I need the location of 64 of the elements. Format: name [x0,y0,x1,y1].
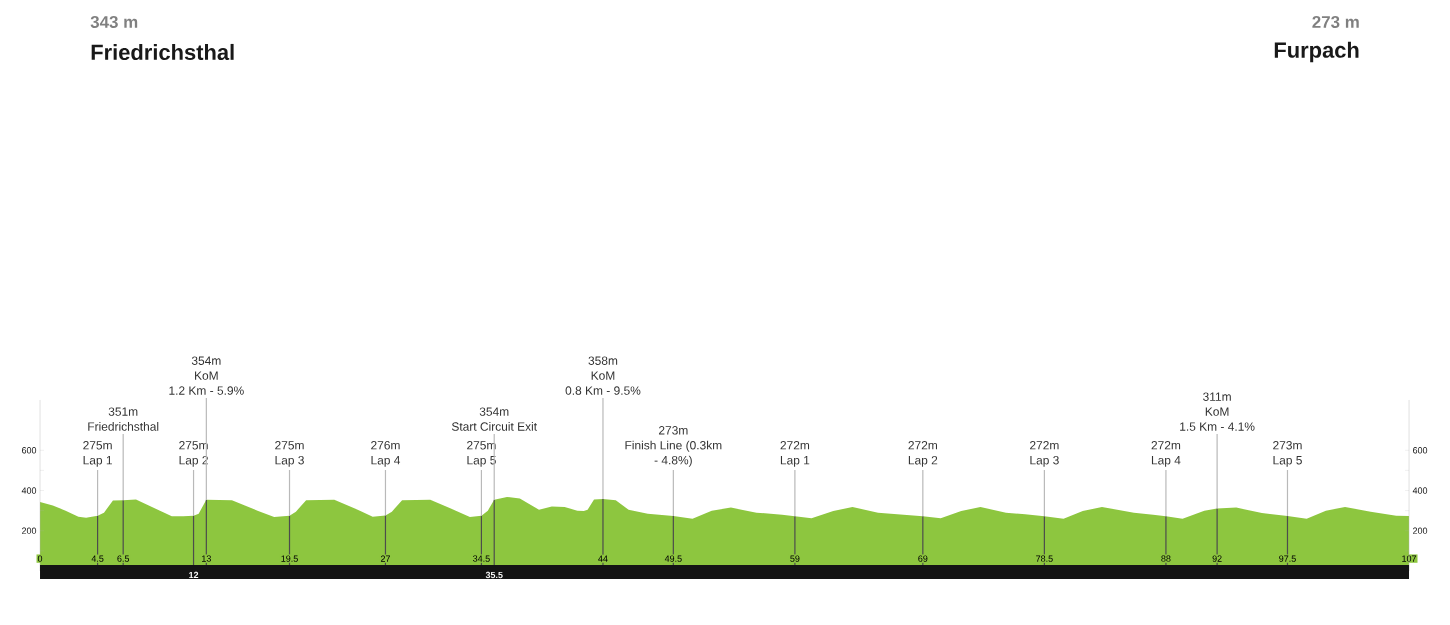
text: 273 m [1312,15,1359,28]
annotation: Lap 2 [908,455,938,467]
x-tick-label: 27 [380,555,390,562]
annotation: 276m [371,441,400,450]
text: Furpach [1274,41,1359,63]
annotation: 275m [83,441,112,450]
annotation: 275m [467,441,496,450]
annotation: 272m [1151,441,1181,450]
annotation: Finish Line (0.3km [625,440,722,452]
annotation: Lap 5 [1273,456,1302,467]
y2-tick-label: 400 [1412,487,1428,494]
x-tick-label: 0 [37,555,43,562]
annotation: Lap 4 [1151,456,1181,467]
x-tick-label: 6.5 [117,555,130,562]
x-tick-label: 92 [1212,555,1222,562]
text: KoM [195,371,218,380]
text: 354m [191,356,221,365]
x-tick-label: 97.5 [1279,555,1296,562]
annotation: Lap 3 [275,455,304,467]
annotation: Lap 1 [83,456,112,467]
annotation: Lap 1 [780,456,810,467]
annotation: 351m [108,407,138,416]
y2-tick-label: 600 [1413,447,1428,454]
annotation: KoM [1205,407,1229,416]
y-tick-label: 200 [21,527,37,534]
text: 343 m [90,15,138,28]
annotation: 272m [1030,441,1059,450]
x-tick-label: 49.5 [664,555,682,562]
annotation: Start Circuit Exit [451,422,537,431]
y-tick-label: 400 [21,487,37,494]
x-tick-label: 4.5 [91,555,104,562]
annotation: 273m [1273,441,1302,450]
annotation: 0.8 Km - 9.5% [565,386,641,395]
annotation: Lap 2 [179,455,208,467]
annotation: Lap 5 [467,456,496,467]
x-tick-label: 34.5 [473,555,490,562]
annotation: - 4.8%) [654,455,692,467]
annotation: 311m [1203,392,1231,401]
annotation: Lap 4 [371,456,401,467]
annotation: 1.2 Km - 5.9% [169,386,244,395]
x-tick-label: 107 [1402,555,1417,562]
x-tick-label: 78.5 [1036,555,1053,562]
x-tick-label: 13 [202,555,211,562]
x-tick-label: 19.5 [281,555,298,562]
annotation: Friedrichsthal [88,422,159,431]
text: KoM [591,371,615,380]
text: 358m [588,356,618,365]
annotation: 273m [658,426,688,435]
x-tick-label: 44 [598,555,608,562]
annotation: 1.5 Km - 4.1% [1180,422,1255,431]
x2-tick-label: 35.5 [485,571,503,579]
x-tick-label: 88 [1161,555,1171,562]
annotation: 272m [908,441,937,450]
text: Friedrichsthal [91,43,234,61]
annotation: Lap 3 [1030,455,1059,467]
annotation: 272m [780,441,810,450]
annotation: 354m [479,407,509,416]
annotation: 275m [179,441,208,450]
annotation: 275m [275,441,304,450]
x-tick-label: 59 [790,555,800,562]
x2-tick-label: 12 [189,571,199,579]
x-tick-label: 69 [918,555,928,562]
y-tick-label: 600 [21,447,37,454]
y2-tick-label: 200 [1413,527,1428,534]
